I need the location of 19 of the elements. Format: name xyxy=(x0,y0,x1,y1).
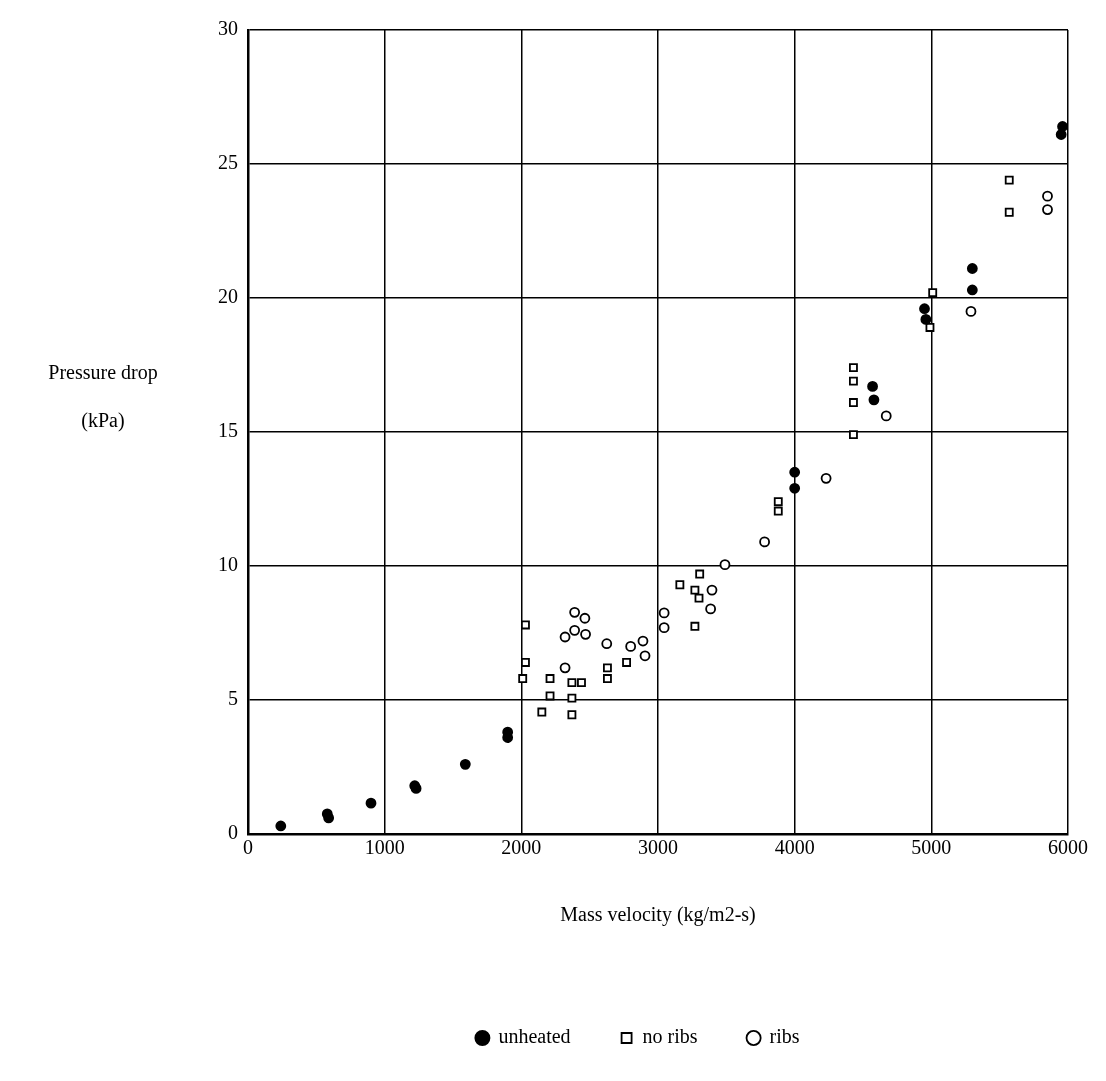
y-tick-label: 0 xyxy=(228,821,238,844)
y-tick-label: 5 xyxy=(228,687,238,710)
x-tick-label: 1000 xyxy=(364,836,405,859)
x-tick-label: 5000 xyxy=(911,836,952,859)
x-tick-label: 3000 xyxy=(638,836,678,859)
x-tick-label: 0 xyxy=(243,836,253,859)
y-tick-label: 25 xyxy=(218,151,238,174)
x-axis-title: Mass velocity (kg/m2-s) xyxy=(560,903,756,927)
legend-label: no ribs xyxy=(642,1025,698,1048)
x-tick-label: 2000 xyxy=(501,836,542,859)
text: Pressure drop (kPa) xyxy=(48,361,158,431)
legend-label: ribs xyxy=(769,1025,800,1048)
y-tick-label: 20 xyxy=(218,285,238,308)
y-tick-label: 15 xyxy=(218,419,238,442)
x-tick-label: 6000 xyxy=(1048,836,1088,859)
y-tick-label: 10 xyxy=(218,553,238,576)
y-tick-label: 30 xyxy=(218,17,238,40)
legend-label: unheated xyxy=(498,1025,571,1048)
x-tick-label: 4000 xyxy=(774,836,815,859)
